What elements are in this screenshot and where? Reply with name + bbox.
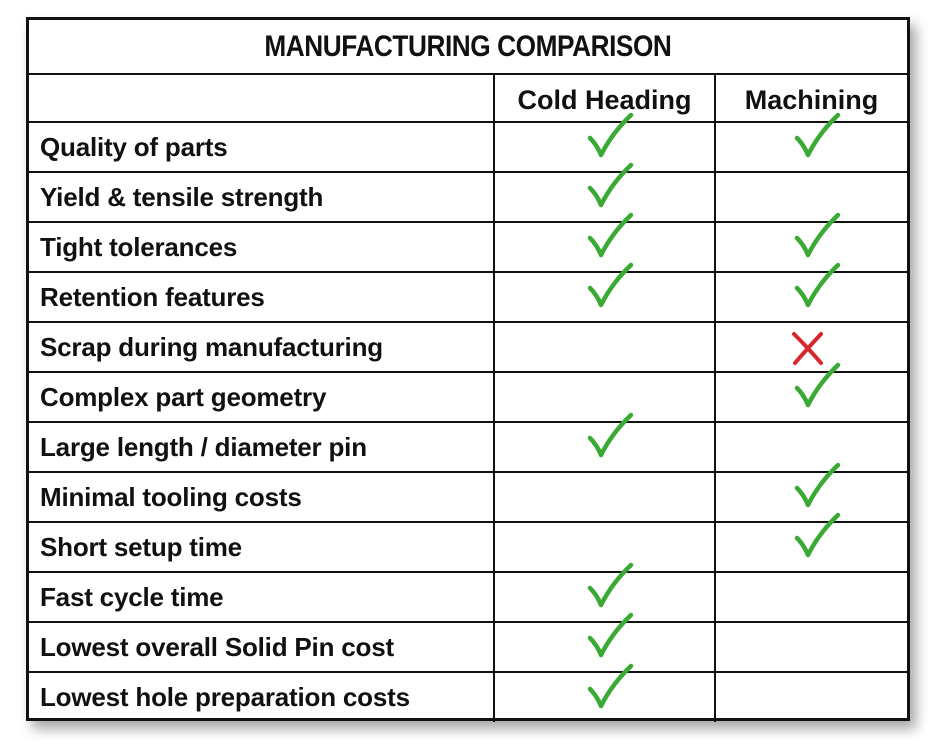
table-row: Minimal tooling costs (29, 462, 907, 523)
column-header-cold-heading: Cold Heading (493, 73, 716, 123)
column-header-row: Cold Heading Machining (29, 73, 907, 123)
table-row: Retention features (29, 262, 907, 323)
cell-machining (714, 112, 907, 173)
row-feature-label: Yield & tensile strength (29, 171, 495, 223)
cell-machining (714, 321, 907, 373)
cell-cold-heading (493, 471, 716, 523)
cell-machining (714, 421, 907, 473)
row-feature-label: Lowest overall Solid Pin cost (29, 621, 495, 673)
row-feature-label: Large length / diameter pin (29, 421, 495, 473)
table-row: Fast cycle time (29, 562, 907, 623)
table-row: Lowest hole preparation costs (29, 663, 907, 722)
cell-cold-heading (493, 212, 716, 273)
cell-cold-heading (493, 612, 716, 673)
table-row: Complex part geometry (29, 362, 907, 423)
row-feature-label: Short setup time (29, 521, 495, 573)
table-row: Short setup time (29, 512, 907, 573)
table-row: Large length / diameter pin (29, 412, 907, 473)
column-header-machining: Machining (714, 73, 907, 123)
table-row: Tight tolerances (29, 212, 907, 273)
row-feature-label: Retention features (29, 271, 495, 323)
cell-cold-heading (493, 321, 716, 373)
cell-machining (714, 462, 907, 523)
comparison-table-card: MANUFACTURING COMPARISON Cold Heading Ma… (26, 17, 910, 722)
cell-machining (714, 212, 907, 273)
cell-machining (714, 671, 907, 722)
column-header-feature (29, 73, 495, 123)
table-row: Lowest overall Solid Pin cost (29, 612, 907, 673)
table-row: Scrap during manufacturing (29, 321, 907, 373)
cell-machining (714, 362, 907, 423)
row-feature-label: Scrap during manufacturing (29, 321, 495, 373)
cell-machining (714, 171, 907, 223)
table-row: Quality of parts (29, 112, 907, 173)
cell-machining (714, 262, 907, 323)
row-feature-label: Minimal tooling costs (29, 471, 495, 523)
table-title-text: MANUFACTURING COMPARISON (264, 29, 672, 63)
row-feature-label: Quality of parts (29, 121, 495, 173)
row-feature-label: Lowest hole preparation costs (29, 671, 495, 722)
cell-machining (714, 571, 907, 623)
row-feature-label: Tight tolerances (29, 221, 495, 273)
cell-cold-heading (493, 262, 716, 323)
cell-machining (714, 621, 907, 673)
table-title: MANUFACTURING COMPARISON (64, 20, 872, 75)
cell-cold-heading (493, 371, 716, 423)
row-feature-label: Fast cycle time (29, 571, 495, 623)
row-feature-label: Complex part geometry (29, 371, 495, 423)
table-row: Yield & tensile strength (29, 162, 907, 223)
cell-cold-heading (493, 112, 716, 173)
cell-cold-heading (493, 521, 716, 573)
cell-machining (714, 512, 907, 573)
cell-cold-heading (493, 663, 716, 722)
cell-cold-heading (493, 562, 716, 623)
comparison-table: MANUFACTURING COMPARISON Cold Heading Ma… (29, 20, 907, 722)
cell-cold-heading (493, 162, 716, 223)
cell-cold-heading (493, 412, 716, 473)
